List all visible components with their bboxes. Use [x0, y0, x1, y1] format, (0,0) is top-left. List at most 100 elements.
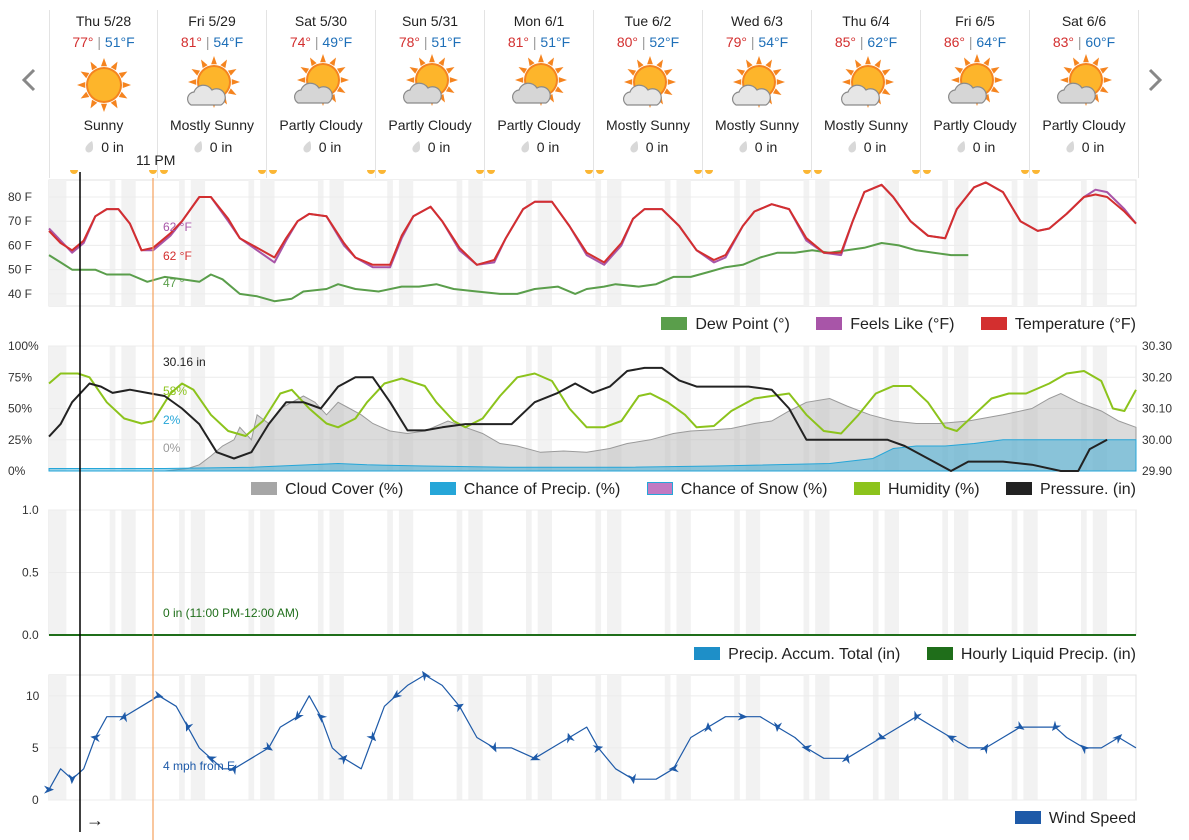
mostly-sunny-icon [622, 56, 676, 108]
legend-item-snow[interactable]: Chance of Snow (%) [646, 481, 828, 499]
y-tick-label: 50 F [8, 263, 32, 277]
day-card-6[interactable]: Wed 6/3 79° | 54°F Mostly Sunny 0 in [703, 10, 812, 178]
y-tick-label-left: 0% [8, 464, 26, 478]
y-tick-label: 0.5 [22, 566, 39, 580]
sunrise-marker [160, 170, 168, 174]
day-temps: 83° | 60°F [1052, 34, 1116, 50]
y-tick-label: 40 F [8, 287, 32, 301]
day-precip: 0 in [594, 139, 702, 157]
sunrise-marker [596, 170, 604, 174]
dew-readout: 47 ° [163, 276, 185, 290]
day-precip: 0 in [50, 139, 157, 157]
sunrise-marker [923, 170, 931, 174]
wind-arrow-head [366, 731, 377, 742]
raindrop-icon [521, 141, 529, 153]
day-precip: 0 in [158, 139, 266, 157]
wind-arrow-head [422, 670, 431, 682]
sunset-marker [912, 170, 920, 174]
partly-cloudy-icon [293, 54, 349, 106]
y-tick-label-right: 30.30 [1142, 339, 1172, 353]
sunrise-marker [269, 170, 277, 174]
night-band [734, 180, 761, 306]
night-band [387, 675, 414, 800]
wind-direction-arrow [488, 741, 497, 753]
wind-arrow-head [228, 764, 237, 776]
wind-direction-arrow [1112, 734, 1123, 744]
legend-item-wind[interactable]: Wind Speed [1014, 810, 1136, 828]
chevron-right-icon [1148, 68, 1163, 92]
y-tick-label-left: 50% [8, 402, 32, 416]
low-temp: 52°F [649, 34, 680, 50]
y-tick-label-left: 75% [8, 370, 32, 384]
day-condition: Partly Cloudy [388, 117, 472, 133]
legend-item-liquid[interactable]: Hourly Liquid Precip. (in) [926, 646, 1136, 664]
wind-direction-arrow [337, 754, 348, 765]
day-name: Sat 5/30 [294, 13, 348, 29]
night-band [1011, 180, 1038, 306]
wind-direction-arrow [1013, 720, 1025, 730]
prev-button[interactable] [14, 60, 44, 100]
y-tick-label: 0.0 [22, 628, 39, 642]
wind-direction-arrow [628, 773, 637, 785]
wind-arrow-head [206, 756, 218, 765]
raindrop-icon [85, 141, 94, 153]
high-temp: 77° [72, 34, 94, 50]
wind-arrow-head [294, 710, 304, 721]
temp-readout: 62 °F [163, 249, 192, 263]
day-temps: 81° | 51°F [507, 34, 571, 50]
legend-item-precip-chance[interactable]: Chance of Precip. (%) [429, 481, 620, 499]
precip-legend: Precip. Accum. Total (in) Hourly Liquid … [672, 646, 1136, 664]
y-tick-label: 10 [26, 689, 40, 703]
wind-arrow-head [152, 690, 164, 699]
next-button[interactable] [1140, 60, 1170, 100]
wind-direction-arrow [704, 722, 713, 733]
day-name: Thu 6/4 [842, 13, 890, 29]
day-card-4[interactable]: Mon 6/1 81° | 51°F Partly Cloudy 0 in [485, 10, 594, 178]
legend-item-temp[interactable]: Temperature (°F) [980, 316, 1136, 334]
day-card-0[interactable]: Thu 5/28 77° | 51°F Sunny 0 in [49, 10, 158, 178]
chevron-left-icon [21, 68, 36, 92]
sunset-marker [694, 170, 702, 174]
sunrise-marker [70, 170, 78, 174]
wind-arrow-head [628, 773, 637, 785]
low-temp: 60°F [1085, 34, 1116, 50]
day-precip: 0 in [812, 139, 920, 157]
legend-item-accum[interactable]: Precip. Accum. Total (in) [694, 646, 900, 664]
day-condition: Sunny [83, 117, 124, 133]
day-name: Mon 6/1 [513, 13, 565, 29]
legend-item-humidity[interactable]: Humidity (%) [853, 481, 980, 499]
night-band [803, 180, 830, 306]
legend-item-cloud[interactable]: Cloud Cover (%) [251, 481, 403, 499]
wind-arrow-head [119, 711, 128, 723]
night-band [1081, 180, 1108, 306]
temperature-line [48, 181, 1137, 266]
day-name: Thu 5/28 [75, 13, 132, 29]
legend-item-feels[interactable]: Feels Like (°F) [816, 316, 954, 334]
sunrise-marker [1032, 170, 1040, 174]
wind-arrow-head [68, 773, 77, 785]
pressure-line [48, 366, 1108, 472]
wind-arrow-head [979, 743, 989, 755]
day-card-7[interactable]: Thu 6/4 85° | 62°F Mostly Sunny 0 in [812, 10, 921, 178]
sunset-marker [149, 170, 157, 174]
high-temp: 80° [616, 34, 638, 50]
day-card-1[interactable]: Fri 5/29 81° | 54°F Mostly Sunny 0 in [158, 10, 267, 178]
y-tick-label: 1.0 [22, 503, 39, 517]
legend-item-pressure[interactable]: Pressure. (in) [1005, 481, 1136, 499]
y-tick-label: 70 F [8, 214, 32, 228]
wind-arrow-head [1080, 744, 1091, 755]
day-card-8[interactable]: Fri 6/5 86° | 64°F Partly Cloudy 0 in [921, 10, 1030, 178]
day-card-3[interactable]: Sun 5/31 78° | 51°F Partly Cloudy 0 in [376, 10, 485, 178]
day-card-9[interactable]: Sat 6/6 83° | 60°F Partly Cloudy 0 in [1030, 10, 1139, 178]
legend-item-dew[interactable]: Dew Point (°) [661, 316, 790, 334]
day-card-5[interactable]: Tue 6/2 80° | 52°F Mostly Sunny 0 in [594, 10, 703, 178]
high-temp: 78° [398, 34, 420, 50]
day-temps: 80° | 52°F [616, 34, 680, 50]
wind-arrow-head [774, 721, 783, 733]
raindrop-icon [412, 141, 420, 153]
day-name: Sat 6/6 [1061, 13, 1107, 29]
day-precip: 0 in [376, 139, 484, 157]
day-condition: Partly Cloudy [279, 117, 363, 133]
day-card-2[interactable]: Sat 5/30 74° | 49°F Partly Cloudy 0 in [267, 10, 376, 178]
dew-point-line [48, 242, 969, 303]
